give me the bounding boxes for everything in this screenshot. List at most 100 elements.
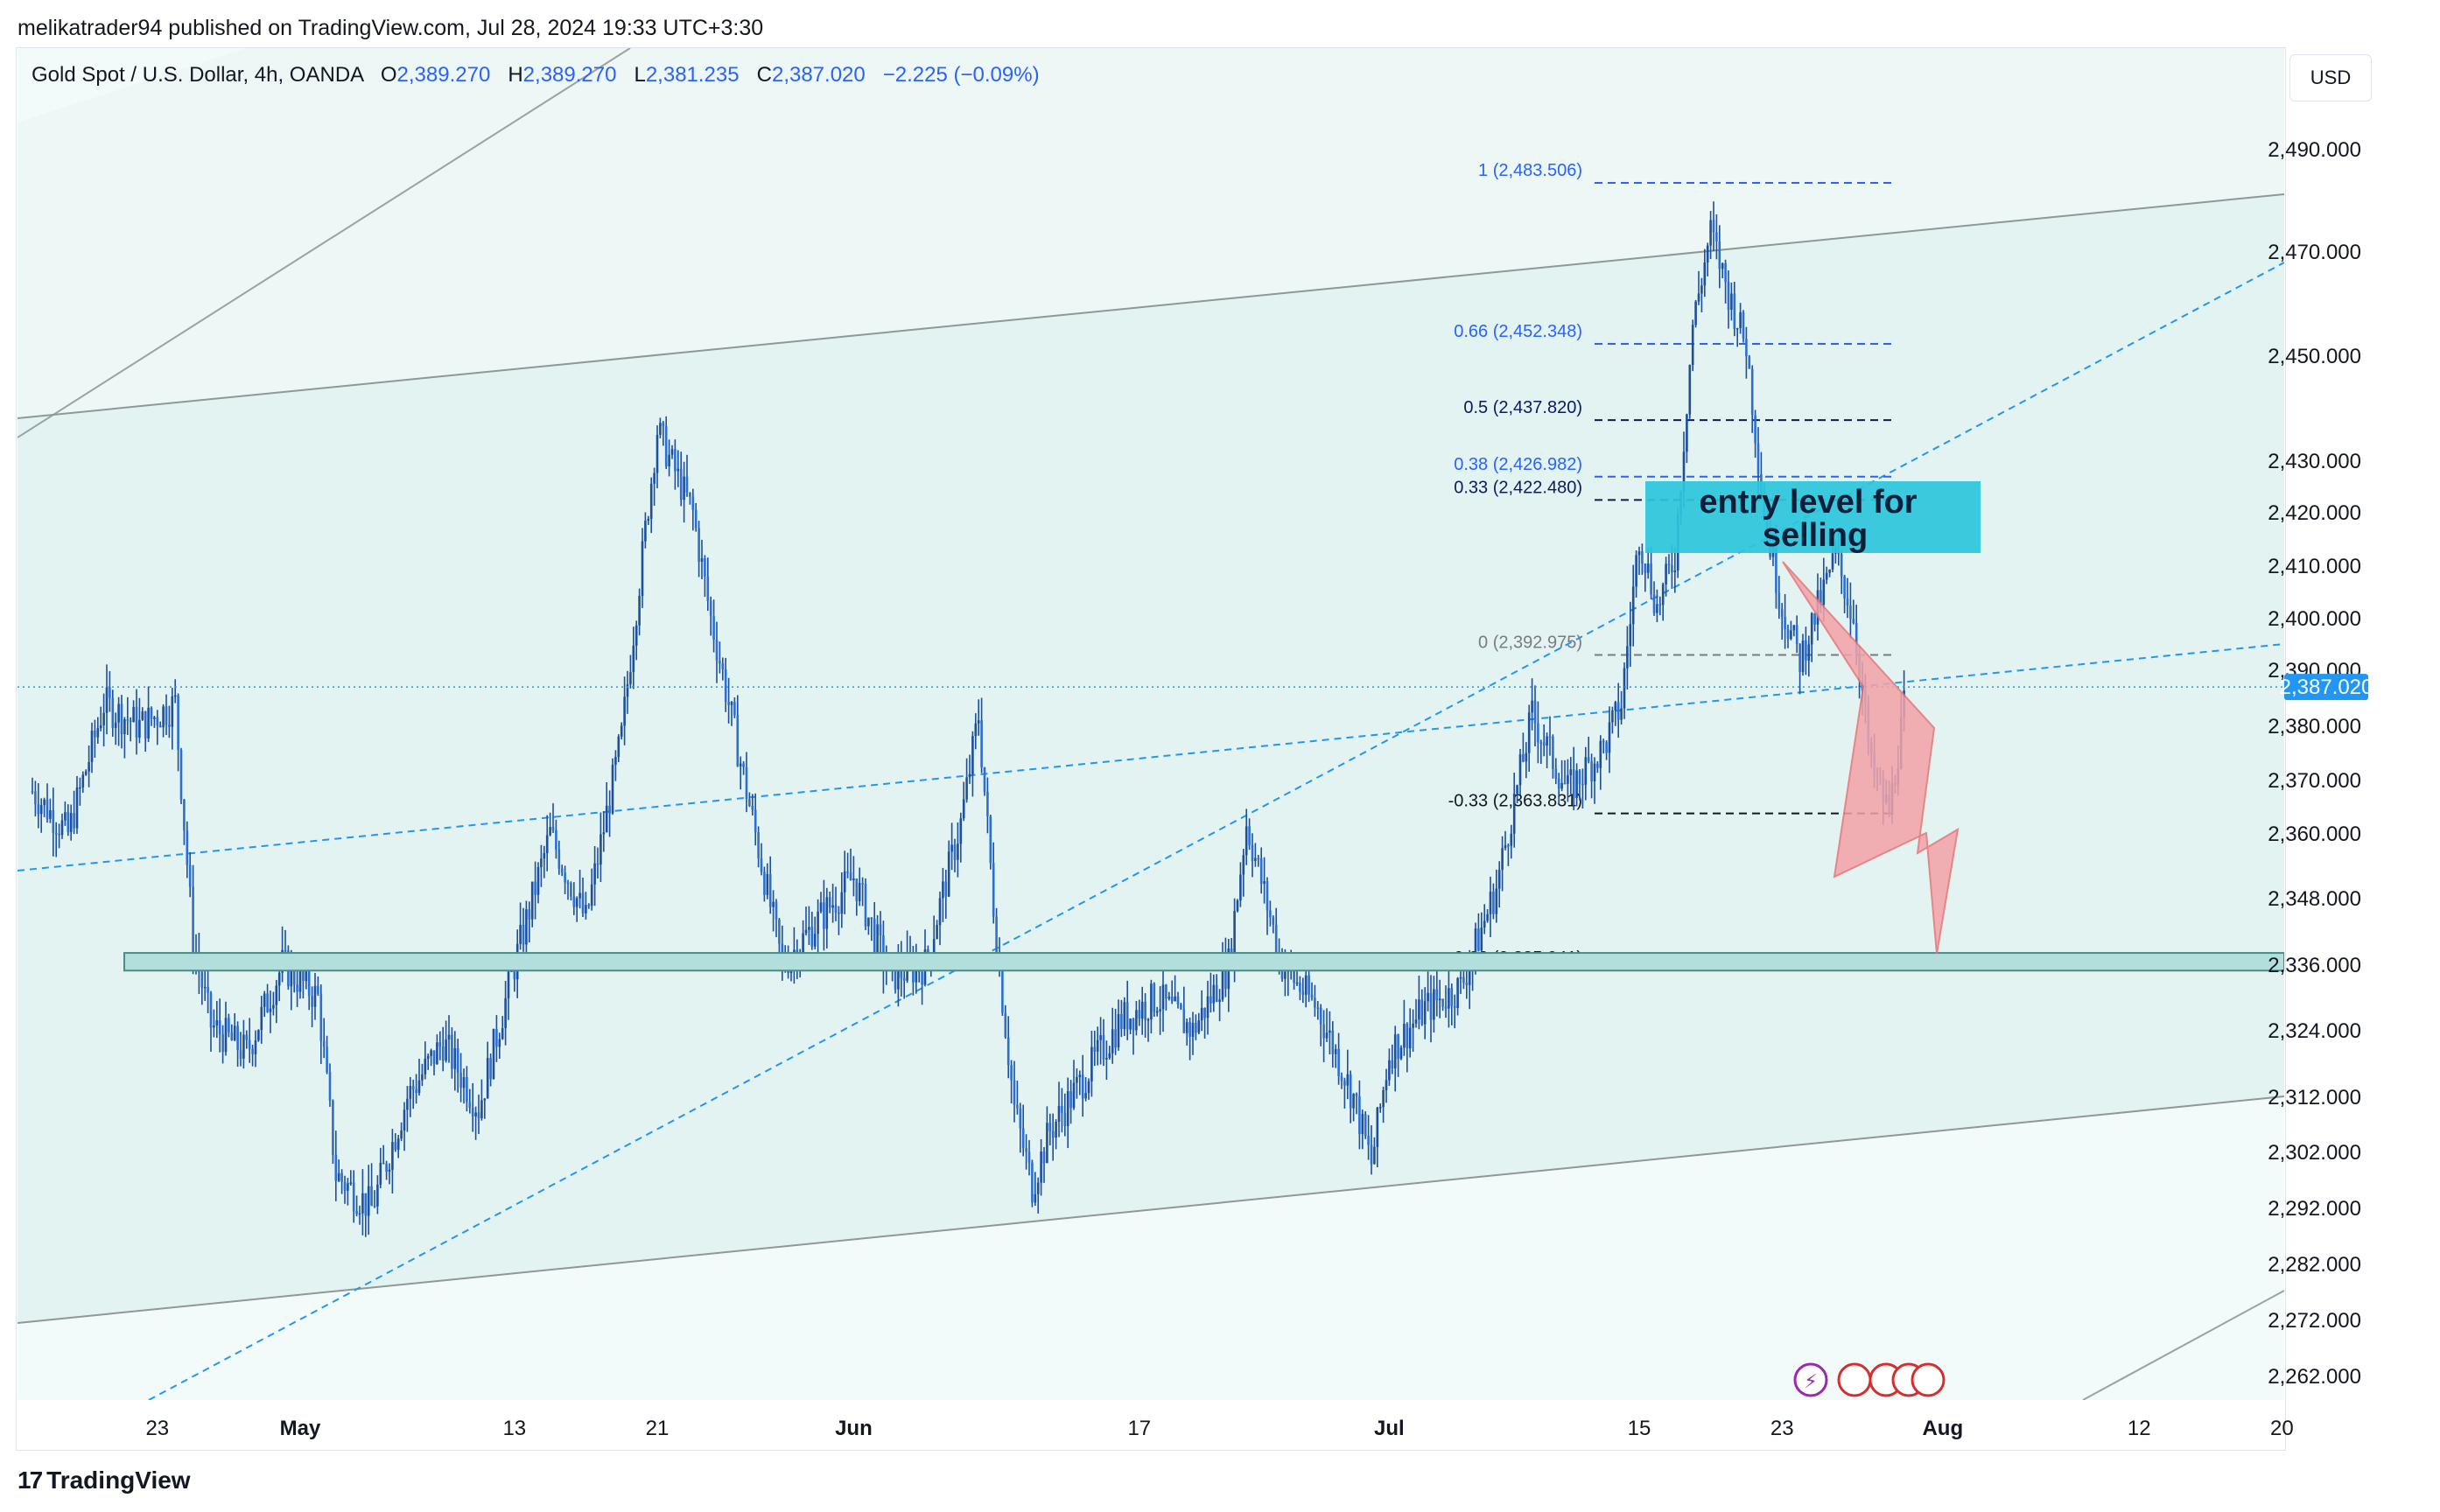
candle-body	[1510, 833, 1513, 846]
candle-body	[1742, 312, 1745, 340]
candle-body	[674, 449, 677, 472]
candle-body	[1516, 785, 1518, 794]
candle-body	[983, 766, 986, 792]
tradingview-logo[interactable]: 17 TradingView	[18, 1466, 191, 1494]
candle-body	[810, 927, 814, 947]
candle-body	[302, 970, 305, 982]
legend-high-value: 2,389.270	[522, 63, 617, 87]
price-tick-label: 2,272.000	[2268, 1309, 2361, 1333]
candle-body	[1006, 1037, 1010, 1066]
candle-body	[632, 645, 635, 673]
candle-body	[1688, 365, 1692, 415]
candle-body	[245, 1034, 249, 1040]
candle-body	[501, 1027, 504, 1040]
candle-body	[590, 884, 593, 906]
candle-body	[1656, 604, 1658, 613]
candle-body	[1042, 1152, 1046, 1164]
candle-body	[1066, 1091, 1069, 1126]
price-tick-label: 2,302.000	[2268, 1141, 2361, 1165]
candle-body	[1745, 339, 1748, 357]
candle-body	[915, 966, 918, 983]
candle-body	[1180, 1004, 1182, 1010]
candle-body	[186, 830, 189, 865]
candle-body	[1504, 845, 1507, 849]
candle-body	[483, 1098, 487, 1101]
candle-body	[1155, 1011, 1159, 1013]
candle-body	[1605, 742, 1608, 753]
candle-body	[1682, 452, 1686, 493]
current-price-tag	[2284, 674, 2368, 701]
price-tick-label: 2,410.000	[2268, 555, 2361, 578]
candle-body	[1346, 1074, 1350, 1086]
candle-body	[876, 924, 879, 953]
candle-body	[292, 964, 296, 985]
candle-body	[564, 872, 566, 883]
candle-body	[1355, 1094, 1358, 1096]
candle-body	[757, 832, 760, 858]
candle-body	[275, 985, 278, 1005]
candle-body	[1581, 783, 1584, 786]
currency-button[interactable]: USD	[2289, 54, 2372, 102]
event-icons[interactable]: ⚡	[1793, 1362, 1946, 1397]
candle-body	[436, 1042, 438, 1065]
candle-body	[228, 1018, 230, 1032]
candle-body	[1105, 1058, 1108, 1060]
candle-body	[79, 787, 81, 789]
time-tick-label: 13	[502, 1417, 526, 1440]
candle-body	[358, 1213, 361, 1215]
candle-body	[763, 872, 766, 895]
candle-body	[831, 905, 834, 908]
candle-body	[1686, 414, 1688, 452]
time-tick-label: Jul	[1374, 1417, 1405, 1440]
candle-body	[581, 892, 585, 914]
candle-body	[1652, 594, 1656, 613]
candle-body	[272, 1004, 275, 1009]
price-tick-label: 2,292.000	[2268, 1197, 2361, 1221]
candle-body	[468, 1102, 472, 1108]
legend-symbol: Gold Spot / U.S. Dollar, 4h, OANDA	[32, 63, 363, 87]
candle-body	[745, 766, 748, 800]
candle-body	[144, 711, 147, 739]
chart-frame[interactable]	[16, 47, 2286, 1451]
candle-body	[1329, 1030, 1331, 1033]
candle-body	[1527, 712, 1531, 753]
time-tick-label: 23	[1770, 1417, 1794, 1440]
candle-body	[403, 1110, 406, 1131]
candle-body	[1456, 977, 1459, 1008]
candle-body	[1284, 971, 1287, 979]
candle-body	[1206, 996, 1209, 1018]
candle-body	[1522, 754, 1525, 762]
candle-body	[1135, 1010, 1138, 1031]
price-tick-label: 2,380.000	[2268, 715, 2361, 738]
candle-body	[938, 898, 942, 926]
price-tick-label: 2,312.000	[2268, 1086, 2361, 1110]
candle-body	[1462, 976, 1465, 984]
candle-body	[1489, 892, 1492, 914]
candle-body	[1266, 881, 1269, 911]
candle-body	[1694, 301, 1697, 326]
candle-body	[647, 518, 650, 522]
candle-body	[775, 901, 778, 920]
candle-body	[1188, 1022, 1191, 1038]
candle-body	[1078, 1074, 1082, 1078]
candle-body	[67, 812, 70, 832]
candle-body	[1257, 858, 1260, 860]
entry-level-box	[1645, 481, 1981, 553]
candle-body	[347, 1183, 349, 1191]
current-price-tag-text: 2,387.020	[2280, 676, 2373, 699]
candle-body	[361, 1193, 364, 1214]
candle-body	[1316, 1007, 1320, 1009]
candle-body	[724, 668, 727, 703]
candle-body	[1840, 554, 1843, 577]
candle-body	[1295, 982, 1299, 984]
candle-body	[1233, 911, 1236, 961]
candle-body	[1373, 1146, 1376, 1165]
candle-body	[150, 707, 153, 719]
legend-high-label: H	[508, 63, 523, 87]
dashed-trendline-steep	[148, 262, 2284, 1400]
candle-body	[298, 970, 302, 992]
candle-body	[1718, 241, 1721, 270]
candle-body	[215, 1019, 219, 1026]
price-tick-label: 2,430.000	[2268, 450, 2361, 473]
